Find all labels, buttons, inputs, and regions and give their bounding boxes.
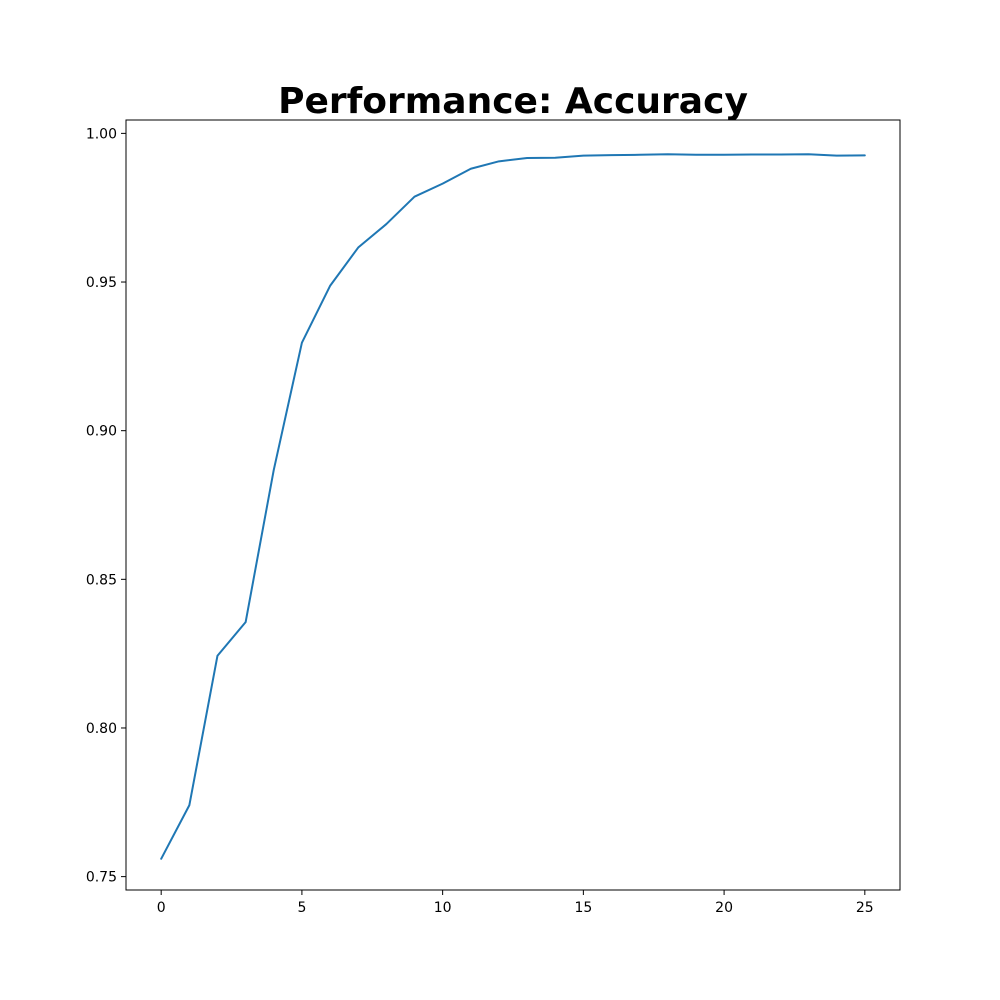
x-tick-label: 10 [434, 900, 452, 916]
x-tick-label: 25 [856, 900, 874, 916]
y-tick-label: 0.80 [86, 721, 117, 737]
x-axis: 0 5 10 15 20 25 [157, 890, 874, 916]
series-line-accuracy [160, 153, 866, 860]
y-axis: 0.75 0.80 0.85 0.90 0.95 1.00 [86, 126, 126, 886]
x-tick-label: 15 [574, 900, 592, 916]
y-tick-label: 0.95 [86, 275, 117, 291]
x-tick-label: 20 [715, 900, 733, 916]
x-tick-label: 0 [157, 900, 166, 916]
x-tick-label: 5 [297, 900, 306, 916]
y-tick-label: 1.00 [86, 126, 117, 142]
plot-area-frame [125, 119, 901, 891]
series-layer [160, 153, 866, 860]
y-tick-label: 0.85 [86, 572, 117, 588]
y-tick-label: 0.75 [86, 870, 117, 886]
y-tick-label: 0.90 [86, 424, 117, 440]
chart-title: Performance: Accuracy [278, 81, 748, 122]
